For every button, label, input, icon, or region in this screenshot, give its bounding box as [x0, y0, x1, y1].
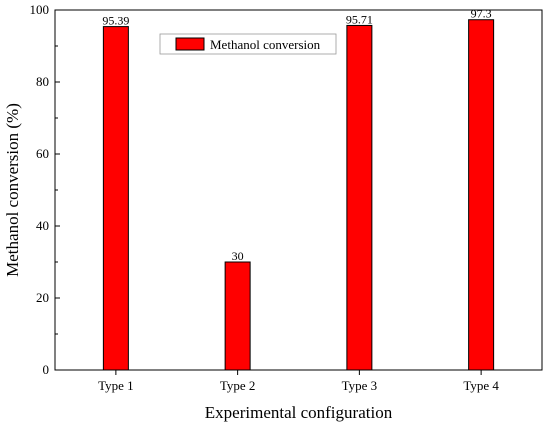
x-tick-label-4: Type 4	[463, 378, 499, 393]
x-tick-label-1: Type 1	[98, 378, 134, 393]
bar-1	[102, 26, 129, 371]
y-tick-label-20: 20	[36, 290, 49, 305]
y-tick-label-60: 60	[36, 146, 49, 161]
x-axis-ticks: Type 1 Type 2 Type 3 Type 4	[98, 370, 499, 393]
legend: Methanol conversion	[159, 33, 337, 55]
data-label-2: 30	[232, 249, 244, 263]
x-tick-label-2: Type 2	[220, 378, 256, 393]
data-label-1: 95.39	[102, 14, 129, 28]
x-tick-label-3: Type 3	[342, 378, 378, 393]
y-tick-label-100: 100	[30, 2, 50, 17]
x-axis-title: Experimental configuration	[205, 403, 393, 422]
data-label-3: 95.71	[346, 12, 373, 26]
bar-3	[346, 24, 373, 371]
data-label-4: 97.3	[471, 7, 492, 21]
y-axis-ticks: 0 20 40 60 80 100	[30, 2, 60, 377]
y-tick-label-40: 40	[36, 218, 49, 233]
legend-swatch	[175, 37, 205, 51]
bars-group	[102, 19, 495, 371]
bar-2	[224, 261, 251, 371]
y-tick-label-80: 80	[36, 74, 49, 89]
y-tick-label-0: 0	[43, 362, 50, 377]
y-axis-title: Methanol conversion (%)	[3, 103, 22, 277]
bar-4	[468, 19, 495, 371]
legend-label: Methanol conversion	[210, 37, 321, 52]
